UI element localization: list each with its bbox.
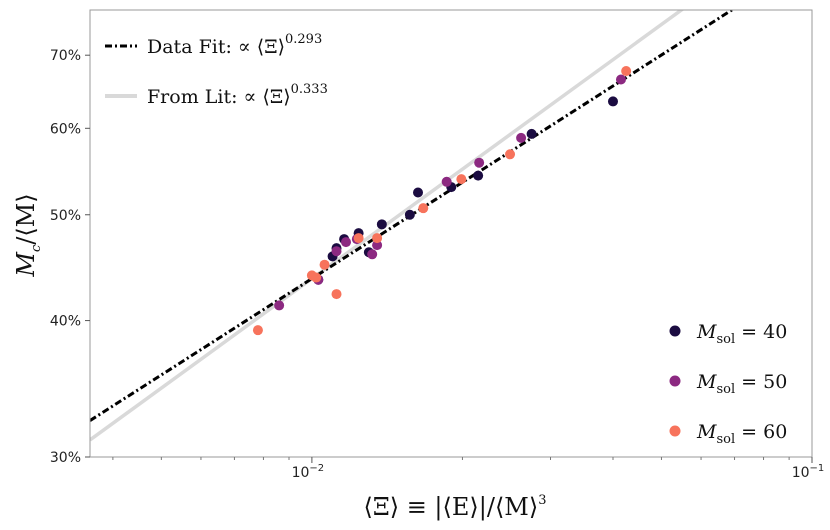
- point-series2-5: [353, 233, 364, 244]
- point-series2-9: [505, 149, 516, 160]
- point-series2-10: [621, 66, 632, 77]
- plot-frame: [89, 9, 813, 458]
- point-series0-11: [526, 128, 537, 139]
- axis-ticks: 30% 40% 50% 60% 70% 10−2 10−1: [50, 48, 824, 481]
- point-series0-8: [413, 187, 424, 198]
- point-series1-6: [372, 240, 383, 251]
- legend-entry-msol-40: Msol = 40: [669, 321, 787, 347]
- point-series0-6: [376, 219, 387, 230]
- svg-text:From Lit: ∝ ⟨Ξ⟩0.333: From Lit: ∝ ⟨Ξ⟩0.333: [147, 82, 328, 108]
- point-series1-8: [474, 157, 485, 168]
- legend-entry-data-fit: Data Fit: ∝ ⟨Ξ⟩0.293: [105, 32, 322, 58]
- y-tick-label-0: 30%: [50, 450, 81, 466]
- point-series0-10: [473, 170, 484, 181]
- svg-text:Msol = 50: Msol = 50: [696, 371, 787, 397]
- legend-entry-from-lit: From Lit: ∝ ⟨Ξ⟩0.333: [105, 82, 328, 108]
- x-tick-label-0: 10−2: [292, 463, 325, 481]
- point-series1-7: [441, 176, 452, 187]
- point-series2-2: [311, 272, 322, 283]
- point-series1-2: [331, 246, 342, 257]
- legend-entry-msol-50: Msol = 50: [669, 371, 787, 397]
- y-tick-label-4: 70%: [50, 48, 81, 64]
- svg-text:Data Fit: ∝ ⟨Ξ⟩0.293: Data Fit: ∝ ⟨Ξ⟩0.293: [147, 32, 322, 58]
- svg-text:Msol = 60: Msol = 60: [696, 421, 787, 447]
- point-series2-8: [456, 174, 467, 185]
- legend-entry-msol-60: Msol = 60: [669, 421, 787, 447]
- point-series2-0: [252, 325, 263, 336]
- y-axis-label: Mc/⟨M⟩: [12, 193, 44, 277]
- fit-line-lit: [90, 10, 685, 442]
- point-series2-6: [372, 233, 383, 244]
- fit-lines: [90, 10, 735, 442]
- y-tick-label-2: 50%: [50, 208, 81, 224]
- fit-line-data: [90, 10, 735, 422]
- y-tick-label-1: 40%: [50, 314, 81, 330]
- point-series1-10: [615, 74, 626, 85]
- point-series1-0: [274, 300, 285, 311]
- legend-marker-msol-40: [669, 325, 681, 337]
- point-series1-5: [367, 249, 378, 260]
- point-series2-7: [418, 203, 429, 214]
- fit-legend: Data Fit: ∝ ⟨Ξ⟩0.293 From Lit: ∝ ⟨Ξ⟩0.33…: [105, 32, 328, 108]
- point-series0-12: [607, 96, 618, 107]
- point-series1-9: [516, 132, 527, 143]
- legend-marker-msol-50: [669, 375, 681, 387]
- x-axis-label: ⟨Ξ⟩ ≡ |⟨E⟩|/⟨M⟩3: [363, 493, 546, 522]
- series-legend: Msol = 40 Msol = 50 Msol = 60: [669, 321, 787, 447]
- point-series0-7: [404, 209, 415, 220]
- legend-marker-msol-60: [669, 425, 681, 437]
- point-series2-3: [319, 259, 330, 270]
- point-series1-3: [340, 237, 351, 248]
- point-series2-4: [331, 289, 342, 300]
- data-points: [252, 66, 632, 336]
- x-tick-label-1: 10−1: [792, 463, 825, 481]
- svg-text:Msol = 40: Msol = 40: [696, 321, 787, 347]
- y-tick-label-3: 60%: [50, 121, 81, 137]
